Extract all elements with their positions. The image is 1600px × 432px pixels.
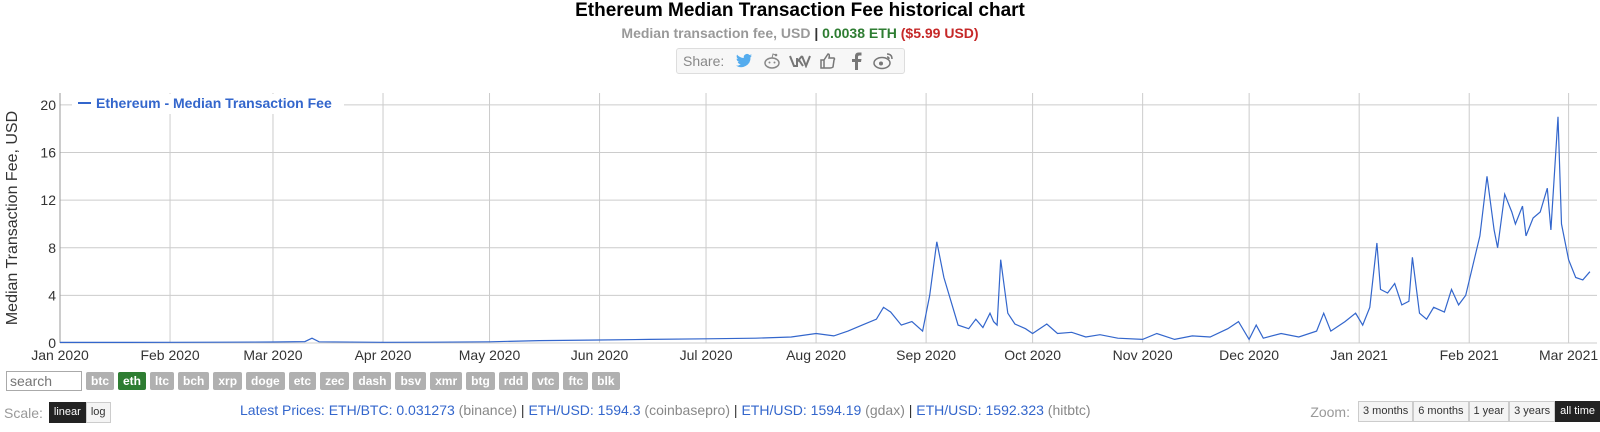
x-tick-label: Jun 2020 — [571, 347, 629, 363]
x-tick-label: Feb 2021 — [1440, 347, 1499, 363]
page-title: Ethereum Median Transaction Fee historic… — [575, 0, 1025, 21]
share-label: Share: — [683, 53, 725, 69]
coin-button-ftc[interactable]: ftc — [563, 372, 589, 390]
search-input[interactable] — [6, 371, 82, 391]
scale-log-button[interactable]: log — [85, 402, 111, 423]
legend-box — [72, 94, 344, 114]
subtitle-label: Median transaction fee, USD — [621, 25, 811, 41]
x-tick-label: Feb 2020 — [140, 347, 199, 363]
x-tick-label: Nov 2020 — [1113, 347, 1173, 363]
legend-label: Ethereum - Median Transaction Fee — [96, 95, 332, 111]
y-tick-label: 8 — [48, 240, 56, 256]
zoom-3-years-button[interactable]: 3 years — [1509, 401, 1556, 422]
y-axis-label: Median Transaction Fee, USD — [4, 111, 21, 325]
price-source: (hitbtc) — [1047, 402, 1091, 418]
coin-button-dash[interactable]: dash — [353, 372, 392, 390]
x-tick-label: Jan 2021 — [1330, 347, 1388, 363]
coin-button-xrp[interactable]: xrp — [213, 372, 243, 390]
coin-button-btc[interactable]: btc — [86, 372, 114, 390]
coin-button-etc[interactable]: etc — [288, 372, 317, 390]
price-pair[interactable]: ETH/BTC: 0.031273 — [328, 402, 455, 418]
x-tick-label: Apr 2020 — [355, 347, 412, 363]
coin-button-doge[interactable]: doge — [246, 372, 285, 390]
scale-linear-button[interactable]: linear — [48, 402, 86, 423]
price-source: (coinbasepro) — [644, 402, 731, 418]
price-pair[interactable]: ETH/USD: 1594.3 — [528, 402, 641, 418]
scale-control: Scale: linear log — [4, 402, 111, 423]
coin-list: btc eth ltc bch xrp doge etc zec dash bsv xmr btg rd… — [82, 372, 620, 390]
y-tick-label: 16 — [40, 145, 56, 161]
eth-fee-value: 0.0038 ETH — [822, 25, 897, 41]
share-bar: Share: — [676, 48, 906, 74]
scale-label: Scale: — [4, 404, 43, 421]
price-source: (gdax) — [865, 402, 905, 418]
subtitle-separator: | — [810, 25, 823, 41]
like-icon[interactable] — [817, 50, 839, 72]
zoom-6-months-button[interactable]: 6 months — [1413, 401, 1469, 422]
zoom-1-year-button[interactable]: 1 year — [1468, 401, 1510, 422]
coin-button-bch[interactable]: bch — [178, 372, 210, 390]
x-tick-label: May 2020 — [459, 347, 521, 363]
zoom-all-time-button[interactable]: all time — [1555, 401, 1600, 422]
x-tick-label: Oct 2020 — [1004, 347, 1061, 363]
x-tick-label: Jan 2020 — [31, 347, 89, 363]
fee-chart: 0 4 8 12 16 20 Jan 2020 Feb 2020 Mar 2020 Apr 202… — [4, 93, 1598, 363]
price-pair[interactable]: ETH/USD: 1594.19 — [741, 402, 862, 418]
facebook-icon[interactable] — [845, 50, 867, 72]
subtitle: Median transaction fee, USD | 0.0038 ETH… — [0, 25, 1600, 41]
reddit-icon[interactable] — [761, 50, 783, 72]
x-tick-label: Mar 2021 — [1539, 347, 1598, 363]
coin-button-btg[interactable]: btg — [466, 372, 495, 390]
coin-selector: btcethltcbchxrpdogeetczecdashbsvxmrbtgrd… — [6, 371, 620, 391]
coin-button-rdd[interactable]: rdd — [498, 372, 529, 390]
coin-button-zec[interactable]: zec — [320, 372, 350, 390]
y-tick-label: 0 — [48, 335, 56, 351]
zoom-control: Zoom: 3 months 6 months 1 year 3 years all t… — [1310, 401, 1600, 422]
y-tick-label: 20 — [40, 97, 56, 113]
coin-button-eth[interactable]: eth — [118, 372, 146, 390]
coin-button-bsv[interactable]: bsv — [395, 372, 427, 390]
x-tick-label: Dec 2020 — [1219, 347, 1279, 363]
vk-icon[interactable] — [789, 50, 812, 72]
zoom-label: Zoom: — [1310, 403, 1350, 420]
series-line — [60, 116, 1591, 343]
x-tick-label: Sep 2020 — [896, 347, 956, 363]
price-pair[interactable]: ETH/USD: 1592.323 — [916, 402, 1044, 418]
usd-fee-value: ($5.99 USD) — [900, 25, 979, 41]
price-source: (binance) — [458, 402, 518, 418]
x-tick-label: Aug 2020 — [786, 347, 846, 363]
y-tick-label: 4 — [48, 287, 56, 303]
coin-button-ltc[interactable]: ltc — [150, 372, 175, 390]
latest-prices-label: Latest Prices: — [240, 402, 329, 418]
coin-button-vtc[interactable]: vtc — [532, 372, 560, 390]
coin-button-xmr[interactable]: xmr — [430, 372, 463, 390]
twitter-icon[interactable] — [733, 50, 755, 72]
x-tick-label: Mar 2020 — [243, 347, 302, 363]
latest-prices: Latest Prices: ETH/BTC: 0.031273 (binanc… — [240, 402, 1091, 418]
zoom-3-months-button[interactable]: 3 months — [1358, 401, 1414, 422]
coin-button-blk[interactable]: blk — [592, 372, 620, 390]
x-tick-label: Jul 2020 — [680, 347, 733, 363]
y-tick-label: 12 — [40, 192, 56, 208]
weibo-icon[interactable] — [873, 50, 895, 72]
